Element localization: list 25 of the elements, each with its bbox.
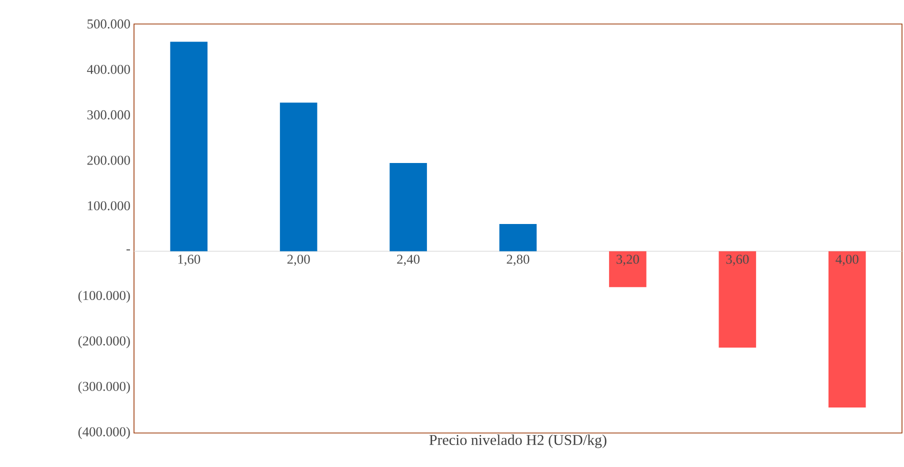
y-tick-label: (200.000) [78, 336, 130, 348]
bar [499, 224, 537, 252]
y-tick-label: 500.000 [88, 19, 130, 29]
bar [609, 251, 646, 288]
x-tick-label: 2,00 [287, 254, 310, 266]
x-axis-title: Precio nivelado H2 (USD/kg) [429, 434, 606, 448]
bar [280, 102, 318, 252]
bar [390, 163, 427, 252]
y-tick-label: (300.000) [78, 381, 130, 394]
y-tick-label: (100.000) [78, 290, 130, 303]
x-tick-label: 3,60 [726, 254, 749, 266]
bar [170, 42, 208, 252]
y-tick-label: 200.000 [87, 156, 130, 165]
x-tick-label: 1,60 [178, 254, 200, 266]
x-tick-label: 2,40 [397, 254, 420, 266]
x-tick-label: 4,00 [836, 254, 858, 266]
y-tick-label: (400.000) [78, 426, 130, 440]
x-tick-label: 2,80 [506, 254, 530, 266]
y-tick-label: - [126, 249, 130, 250]
bar [718, 251, 756, 348]
y-tick-label: 400.000 [87, 64, 130, 74]
y-tick-label: 300.000 [87, 110, 130, 120]
bar [828, 251, 866, 408]
y-tick-label: 100.000 [88, 201, 130, 210]
x-tick-label: 3,20 [616, 254, 639, 266]
